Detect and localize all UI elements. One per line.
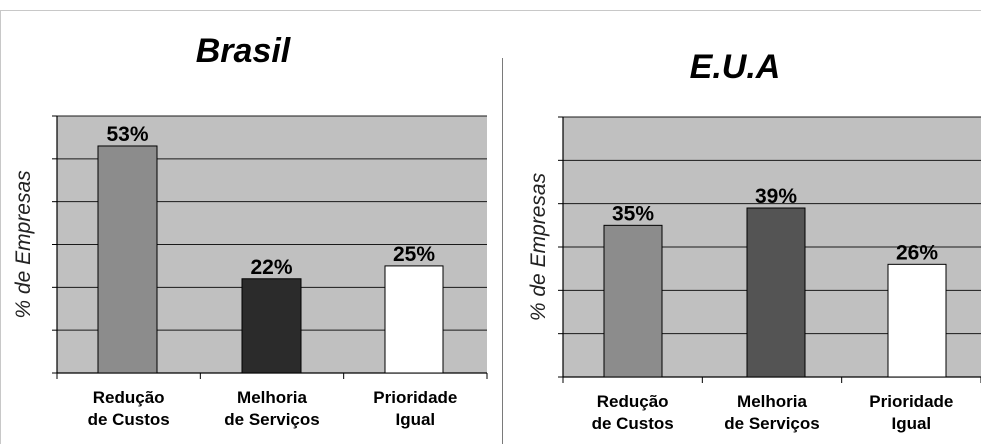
data-label: 22% bbox=[250, 256, 292, 279]
data-label: 35% bbox=[612, 202, 654, 225]
bar bbox=[887, 263, 947, 378]
category-label: Prioridade Igual bbox=[373, 388, 457, 429]
panel-divider bbox=[502, 58, 503, 444]
chart-title: Brasil bbox=[196, 32, 292, 70]
bar bbox=[384, 265, 444, 374]
category-label: Melhoria de Serviços bbox=[724, 392, 819, 433]
chart-brasil: Brasil 53% Redução de Custos 22% Melhoria de S… bbox=[12, 32, 488, 429]
data-label: 53% bbox=[106, 123, 148, 146]
category-label: Melhoria de Serviços bbox=[224, 388, 319, 429]
bar bbox=[97, 145, 158, 374]
chart-eua: E.U.A 35% Redução de Custos 39% Melhoria de Se… bbox=[527, 48, 981, 433]
data-label: 25% bbox=[393, 243, 435, 266]
data-label: 26% bbox=[896, 241, 938, 264]
bar bbox=[241, 278, 302, 374]
bar bbox=[603, 224, 663, 378]
category-label: Redução de Custos bbox=[592, 392, 674, 433]
category-label: Redução de Custos bbox=[88, 388, 170, 429]
data-label: 39% bbox=[755, 185, 797, 208]
y-axis-label: % de Empresas bbox=[12, 170, 35, 319]
chart-title: E.U.A bbox=[690, 48, 781, 86]
y-axis-label: % de Empresas bbox=[527, 172, 550, 321]
category-label: Prioridade Igual bbox=[869, 392, 953, 433]
bar bbox=[746, 207, 806, 378]
figure-frame bbox=[0, 10, 981, 444]
